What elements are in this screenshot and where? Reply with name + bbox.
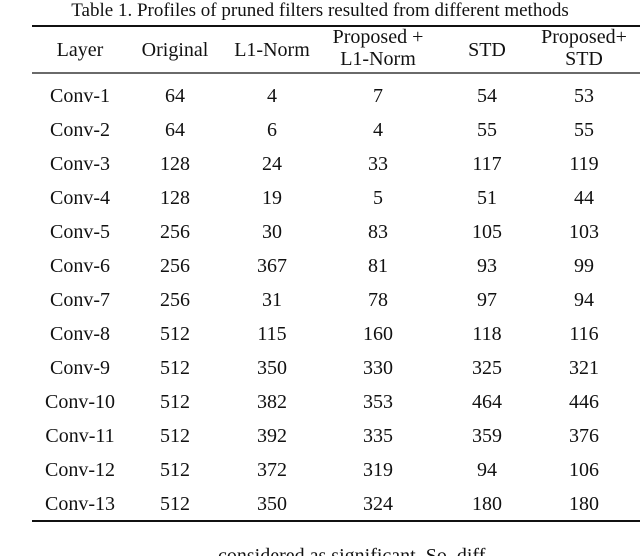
cell: 83 — [368, 221, 388, 243]
row-label: Conv-12 — [45, 459, 115, 481]
cell: 512 — [160, 459, 190, 481]
cell: 116 — [569, 323, 598, 345]
cell: 7 — [373, 85, 383, 107]
row-label: Conv-3 — [50, 153, 110, 175]
header-cell: L1-Norm — [234, 39, 310, 61]
cell: 353 — [363, 391, 393, 413]
cell: 376 — [569, 425, 599, 447]
cell: 118 — [472, 323, 501, 345]
cell: 324 — [363, 493, 393, 515]
cell: 392 — [257, 425, 287, 447]
cell: 350 — [257, 493, 287, 515]
cell: 55 — [477, 119, 497, 141]
cell: 446 — [569, 391, 599, 413]
header-cell: STD — [565, 48, 603, 70]
row-label: Conv-7 — [50, 289, 110, 311]
cell: 382 — [257, 391, 287, 413]
cell: 321 — [569, 357, 599, 379]
cell: 512 — [160, 357, 190, 379]
header-cell: Original — [142, 39, 209, 61]
cell: 115 — [257, 323, 286, 345]
row-label: Conv-11 — [45, 425, 114, 447]
cell: 350 — [257, 357, 287, 379]
cell: 94 — [477, 459, 497, 481]
row-label: Conv-4 — [50, 187, 110, 209]
cell: 512 — [160, 323, 190, 345]
cell: 64 — [165, 85, 185, 107]
cell: 31 — [262, 289, 282, 311]
cell: 372 — [257, 459, 287, 481]
cell: 106 — [569, 459, 599, 481]
header-cell: Layer — [57, 39, 104, 61]
cell: 55 — [574, 119, 594, 141]
header-cell: STD — [468, 39, 506, 61]
cell: 359 — [472, 425, 502, 447]
cell: 335 — [363, 425, 393, 447]
cell: 93 — [477, 255, 497, 277]
cell: 64 — [165, 119, 185, 141]
cell: 325 — [472, 357, 502, 379]
row-label: Conv-6 — [50, 255, 110, 277]
cell: 256 — [160, 221, 190, 243]
row-label: Conv-1 — [50, 85, 110, 107]
row-label: Conv-10 — [45, 391, 115, 413]
cell: 6 — [267, 119, 277, 141]
cell: 160 — [363, 323, 393, 345]
cell: 117 — [472, 153, 501, 175]
cell: 256 — [160, 289, 190, 311]
cell: 512 — [160, 493, 190, 515]
cell: 464 — [472, 391, 502, 413]
cell: 4 — [373, 119, 383, 141]
cell: 119 — [569, 153, 598, 175]
header-cell: Proposed+ — [541, 26, 627, 48]
cell: 256 — [160, 255, 190, 277]
cell: 103 — [569, 221, 599, 243]
cell: 51 — [477, 187, 497, 209]
cell: 78 — [368, 289, 388, 311]
cell: 30 — [262, 221, 282, 243]
cell: 19 — [262, 187, 282, 209]
cell: 99 — [574, 255, 594, 277]
cell: 81 — [368, 255, 388, 277]
cell: 105 — [472, 221, 502, 243]
cell: 512 — [160, 425, 190, 447]
header-cell: L1-Norm — [340, 48, 416, 70]
cell: 33 — [368, 153, 388, 175]
cell: 319 — [363, 459, 393, 481]
row-label: Conv-5 — [50, 221, 110, 243]
cell: 53 — [574, 85, 594, 107]
cell: 94 — [574, 289, 594, 311]
cell: 97 — [477, 289, 497, 311]
table-caption: Table 1. Profiles of pruned filters resu… — [71, 0, 568, 21]
row-label: Conv-2 — [50, 119, 110, 141]
cell: 512 — [160, 391, 190, 413]
cell: 24 — [262, 153, 282, 175]
row-label: Conv-13 — [45, 493, 115, 515]
cell: 330 — [363, 357, 393, 379]
body-text: considered as significant. So, diff — [218, 545, 486, 556]
cell: 180 — [472, 493, 502, 515]
cell: 44 — [574, 187, 594, 209]
header-cell: Proposed + — [333, 26, 424, 48]
cell: 128 — [160, 153, 190, 175]
cell: 54 — [477, 85, 497, 107]
cell: 128 — [160, 187, 190, 209]
cell: 4 — [267, 85, 277, 107]
row-label: Conv-9 — [50, 357, 110, 379]
row-label: Conv-8 — [50, 323, 110, 345]
cell: 367 — [257, 255, 287, 277]
cell: 5 — [373, 187, 383, 209]
cell: 180 — [569, 493, 599, 515]
